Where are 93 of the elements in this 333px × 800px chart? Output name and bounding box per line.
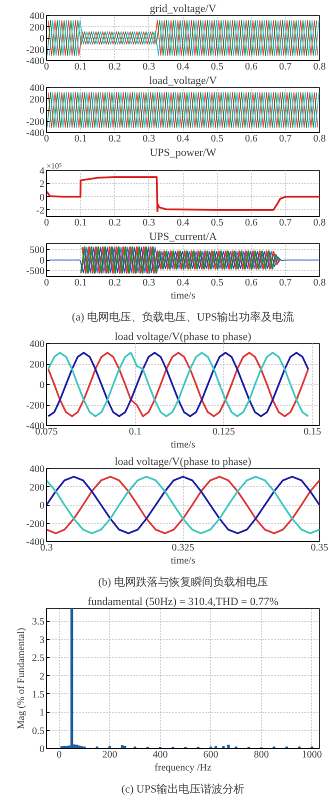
text: (c) UPS输出电压谐波分析 xyxy=(121,782,245,796)
x-tick-label: 0.2 xyxy=(108,62,121,72)
chart-title: load voltage/V(phase to phase) xyxy=(114,456,252,468)
y-tick-label: -200 xyxy=(26,518,45,530)
chart-title: load_voltage/V xyxy=(149,75,217,87)
y-tick-label: -200 xyxy=(26,116,45,128)
x-tick-label: 0.7 xyxy=(279,62,292,72)
chart-title: load voltage/V(phase to phase) xyxy=(114,331,252,343)
y-tick-label: -400 xyxy=(26,128,45,139)
x-tick-label: 600 xyxy=(203,750,218,760)
x-tick-label: 0.5 xyxy=(210,278,224,288)
y-tick-label: 4 xyxy=(40,166,44,177)
y-tick-label: 0 xyxy=(40,106,44,116)
y-tick-label: -2 xyxy=(36,205,45,216)
x-tick-label: 0.4 xyxy=(176,62,190,72)
y-tick-label: 0 xyxy=(40,500,44,512)
x-tick-label: 0.8 xyxy=(313,62,326,72)
text: (a) 电网电压、负载电压、UPS输出功率及电流 xyxy=(72,310,294,324)
x-tick-label: 0.1 xyxy=(128,426,142,438)
y-tick-label: -500 xyxy=(26,266,45,277)
x-tick-label: 0.5 xyxy=(210,218,224,228)
y-tick-label: 3.5 xyxy=(32,616,44,628)
y-tick-label: 1.5 xyxy=(32,689,44,700)
chart-title: UPS_power/W xyxy=(150,147,217,159)
y-tick-label: -400 xyxy=(26,56,45,67)
x-tick-label: 0.15 xyxy=(304,426,322,438)
y-tick-label: 200 xyxy=(30,482,44,494)
x-tick-label: 0 xyxy=(56,750,62,760)
x-tick-label: 0.2 xyxy=(108,134,121,144)
x-tick-label: 0.2 xyxy=(108,278,121,288)
x-tick-label: 0.4 xyxy=(176,134,190,144)
y-tick-label: 500 xyxy=(30,245,44,256)
x-tick-label: 0.4 xyxy=(176,218,190,228)
x-tick-label: 0.8 xyxy=(313,134,326,144)
x-tick-label: 0.1 xyxy=(74,62,87,72)
text: (b) 电网跌落与恢复瞬间负载相电压 xyxy=(98,576,268,588)
y-tick-label: 200 xyxy=(30,360,44,370)
x-tick-label: 0.4 xyxy=(176,278,190,288)
y-tick-label: 0 xyxy=(40,34,44,44)
x-tick-label: 0.7 xyxy=(279,218,292,228)
x-axis-title: frequency /Hz xyxy=(154,762,212,774)
y-tick-label: 3 xyxy=(40,634,44,646)
x-tick-label: 0.6 xyxy=(245,62,258,72)
chart-title: fundamental (50Hz) = 310.4,THD = 0.77% xyxy=(88,596,278,608)
annotation: ×10⁵ xyxy=(46,162,62,170)
x-tick-label: 0.3 xyxy=(142,62,156,72)
chart-title: UPS_current/A xyxy=(149,231,217,243)
x-tick-label: 0.8 xyxy=(313,218,326,228)
y-tick-label: -200 xyxy=(26,44,45,56)
x-tick-label: 0.5 xyxy=(210,62,224,72)
y-tick-label: 400 xyxy=(30,83,44,94)
x-tick-label: 0.3 xyxy=(142,278,156,288)
x-tick-label: 0.1 xyxy=(74,218,87,228)
x-tick-label: 0.1 xyxy=(74,134,87,144)
y-tick-label: 400 xyxy=(30,11,44,22)
x-tick-label: 0.7 xyxy=(279,278,292,288)
x-tick-label: 0.2 xyxy=(108,218,121,228)
x-tick-label: 0.075 xyxy=(35,426,58,438)
chart-title: grid_voltage/V xyxy=(150,3,216,15)
x-tick-label: 0.7 xyxy=(279,134,292,144)
x-tick-label: 0.1 xyxy=(74,278,87,288)
x-tick-label: 0.6 xyxy=(245,134,258,144)
x-tick-label: 0.3 xyxy=(142,134,156,144)
x-tick-label: 0.8 xyxy=(313,278,326,288)
x-tick-label: 400 xyxy=(152,750,168,760)
y-tick-label: 2 xyxy=(40,671,44,682)
x-tick-label: 0.3 xyxy=(142,218,156,228)
y-tick-label: 400 xyxy=(30,339,44,350)
y-tick-label: 200 xyxy=(30,94,44,106)
y-tick-label: 2 xyxy=(40,179,44,190)
y-tick-label: 1 xyxy=(40,708,44,719)
y-tick-label: 0 xyxy=(40,380,44,391)
x-tick-label: 200 xyxy=(102,750,118,760)
x-tick-label: 0.5 xyxy=(210,134,224,144)
x-tick-label: 0.6 xyxy=(245,218,258,228)
x-axis-title: time/s xyxy=(170,290,196,302)
x-axis-title: time/s xyxy=(170,440,196,450)
y-tick-label: 2.5 xyxy=(32,653,44,664)
x-axis-title: time/s xyxy=(170,556,196,566)
y-tick-label: 0 xyxy=(40,192,44,204)
y-tick-label: 0.5 xyxy=(32,726,44,737)
x-tick-label: 0.6 xyxy=(245,278,258,288)
x-tick-label: 1000 xyxy=(302,750,322,760)
x-tick-label: 0.125 xyxy=(212,426,236,438)
y-tick-label: -200 xyxy=(26,400,45,412)
y-axis-title: Mag (% of Fundamental) xyxy=(16,628,27,730)
y-tick-label: 0 xyxy=(40,256,44,266)
x-tick-label: 0.35 xyxy=(310,542,328,554)
x-tick-label: 800 xyxy=(254,750,269,760)
y-tick-label: 400 xyxy=(30,464,44,475)
y-tick-label: 200 xyxy=(30,22,44,34)
x-tick-label: 0.3 xyxy=(40,542,53,554)
x-tick-label: 0.325 xyxy=(172,542,194,554)
